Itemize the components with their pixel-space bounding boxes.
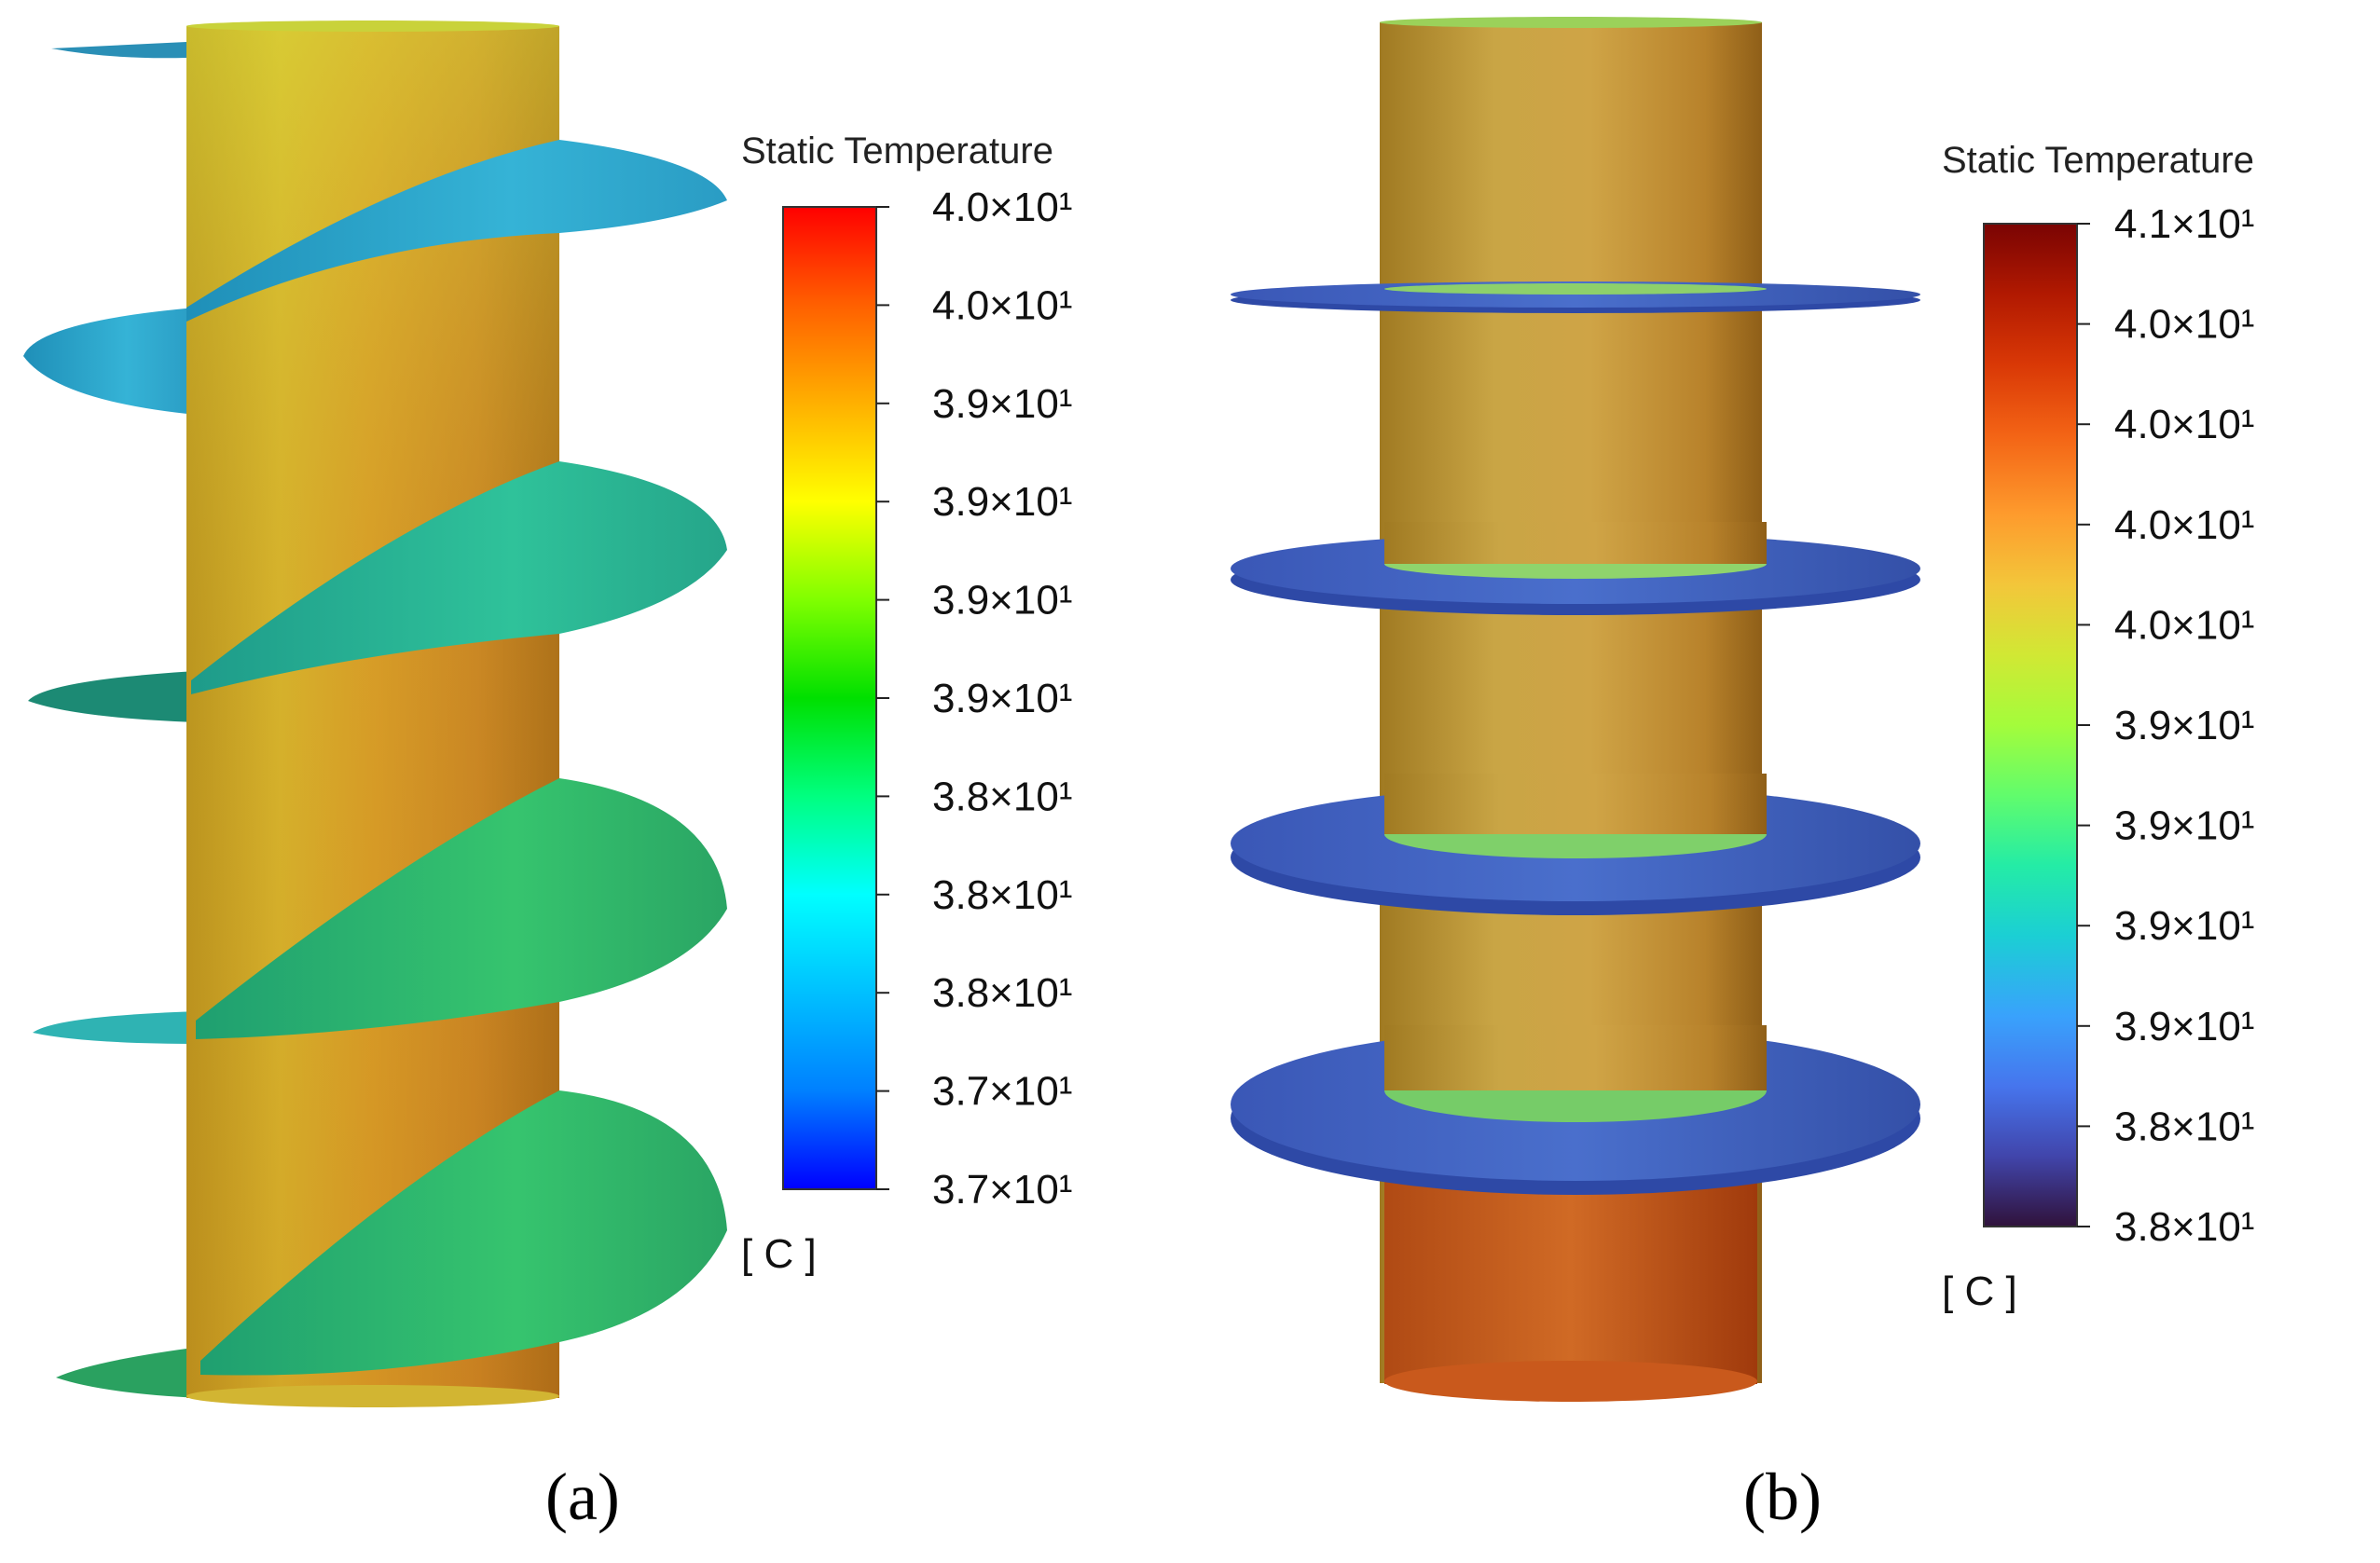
colorbar-tick-label: 3.9×10¹ (932, 578, 1072, 624)
colorbar-tick-label: 3.9×10¹ (932, 676, 1072, 721)
colorbar-tick-label: 3.9×10¹ (2114, 1004, 2254, 1049)
colorbar-tick-label: 4.1×10¹ (2114, 201, 2254, 247)
colorbar-tick-label: 3.9×10¹ (2114, 903, 2254, 949)
legend-b-unit: [ C ] (1942, 1268, 2017, 1314)
legend-b-colorbar (1983, 223, 2078, 1227)
helical-fin-front-2 (191, 461, 727, 694)
colorbar-tick-label: 3.9×10¹ (932, 381, 1072, 427)
legend-a: Static Temperature 4.0×10¹ 4.0×10¹ 3.9×10¹… (741, 130, 1072, 1277)
colorbar-tick-label: 3.7×10¹ (932, 1069, 1072, 1115)
caption-b: (b) (1743, 1460, 1822, 1534)
legend-a-colorbar (782, 206, 877, 1190)
legend-a-unit: [ C ] (741, 1231, 817, 1277)
helical-fin-front-4 (200, 1090, 727, 1376)
panel-b-annular-fin-tube (1231, 17, 1920, 1402)
colorbar-tick-label: 4.0×10¹ (2114, 402, 2254, 447)
helical-fin-back-1 (51, 42, 186, 59)
annular-fin-3 (1231, 774, 1920, 915)
legend-a-ticks: 4.0×10¹ 4.0×10¹ 3.9×10¹ 3.9×10¹ 3.9×10¹ 3.9×1… (876, 185, 1072, 1213)
colorbar-tick-label: 3.8×10¹ (2114, 1104, 2254, 1149)
colorbar-tick-label: 3.9×10¹ (2114, 803, 2254, 849)
helical-fin-back-4 (33, 1011, 200, 1044)
helical-fin-front-3 (196, 778, 727, 1039)
legend-b: Static Temperature 4.1×10¹ 4.0×10¹ 4.0×10¹… (1942, 140, 2254, 1314)
colorbar-tick-label: 4.0×10¹ (932, 282, 1072, 328)
colorbar-tick-label: 3.8×10¹ (932, 970, 1072, 1016)
colorbar-tick-label: 3.7×10¹ (932, 1167, 1072, 1213)
colorbar-tick-label: 4.0×10¹ (2114, 502, 2254, 548)
annular-fin-4 (1231, 1025, 1920, 1195)
colorbar-tick-label: 4.0×10¹ (2114, 602, 2254, 648)
colorbar-tick-label: 3.8×10¹ (932, 774, 1072, 819)
helical-fin-back-2 (23, 308, 196, 415)
annular-fin-2 (1231, 522, 1920, 615)
tube-b-top-edge (1380, 17, 1762, 28)
legend-a-title: Static Temperature (741, 130, 1053, 171)
colorbar-tick-label: 4.0×10¹ (2114, 302, 2254, 348)
helical-fin-back-3 (28, 671, 196, 722)
tube-bottom-edge (186, 1385, 559, 1407)
helical-fin-front-1 (186, 140, 727, 322)
colorbar-tick-label: 3.8×10¹ (932, 872, 1072, 918)
colorbar-tick-label: 3.9×10¹ (932, 479, 1072, 525)
helical-fin-back-5 (56, 1347, 200, 1398)
legend-b-ticks: 4.1×10¹ 4.0×10¹ 4.0×10¹ 4.0×10¹ 4.0×10¹ 3.9×1… (2077, 201, 2254, 1250)
panel-a-helical-fin-tube (23, 21, 727, 1407)
tube-b-bottom-edge (1384, 1361, 1757, 1402)
annular-fin-1 (1231, 281, 1920, 313)
tube-top-edge (186, 21, 559, 32)
legend-b-title: Static Temperature (1942, 140, 2254, 181)
colorbar-tick-label: 4.0×10¹ (932, 185, 1072, 230)
caption-a: (a) (545, 1460, 620, 1534)
colorbar-tick-label: 3.8×10¹ (2114, 1204, 2254, 1250)
colorbar-tick-label: 3.9×10¹ (2114, 703, 2254, 748)
